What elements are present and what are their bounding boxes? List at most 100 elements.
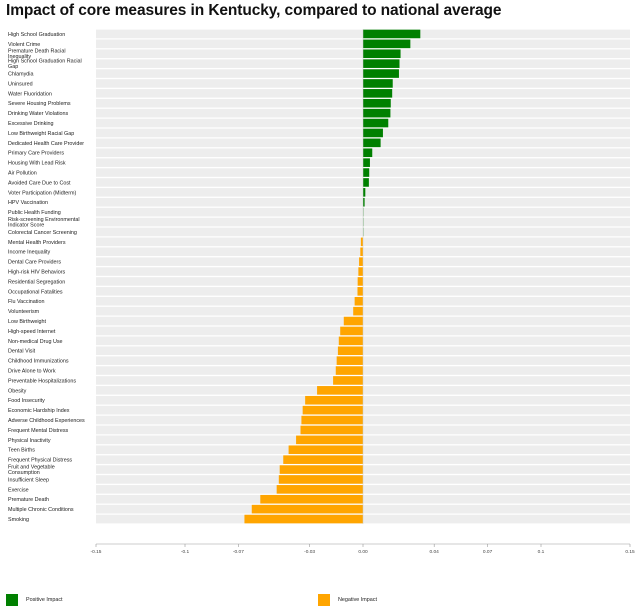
category-label: Low Birthweight [8,319,47,325]
category-label: Low Birthweight Racial Gap [8,131,74,137]
bar [251,504,363,514]
category-label: Drive Alone to Work [8,368,56,374]
category-label: Drinking Water Violations [8,111,69,117]
bar [363,49,401,59]
bar [363,128,383,138]
bar [338,336,363,346]
category-label-line: Premature Death Racial [8,49,66,55]
category-label: Childhood Immunizations [8,359,69,365]
category-label: Housing With Lead Risk [8,161,66,167]
category-label: Mental Health Providers [8,240,66,246]
category-label-line: Consumption [8,470,40,476]
category-label: Premature Death Racial Inequality [8,49,66,61]
bar [335,366,363,375]
bar [363,39,411,49]
bar [300,425,363,435]
bar [296,435,363,445]
legend-swatch-positive [6,594,18,606]
category-label: Colorectal Cancer Screening [8,230,77,236]
category-label-line: Indicator Score [8,222,44,228]
bar [337,346,363,356]
category-label: Food Insecurity [8,398,45,404]
legend-swatch-negative [318,594,330,606]
bar [363,197,365,207]
category-label: Voter Participation (Midterm) [8,190,77,196]
category-label: Premature Death [8,497,49,503]
bar [343,316,363,326]
category-label-line: Gap [8,64,18,70]
category-label: Income Inequality [8,250,51,256]
category-label: Exercise [8,487,29,493]
bar [363,79,393,88]
bar [301,415,363,425]
category-label: High-risk HIV Behaviors [8,269,66,275]
category-label: Severe Housing Problems [8,101,71,107]
bar [260,494,363,504]
bar [363,89,393,98]
category-label: Violent Crime [8,42,40,48]
bar [336,356,363,365]
x-tick-label: 0.04 [430,549,440,555]
bar [359,257,363,266]
legend-negative: Negative Impact [318,594,377,606]
bar [363,98,391,108]
category-label: Insufficient Sleep [8,477,49,483]
category-label: Avoided Care Due to Cost [8,180,71,186]
bar [288,445,363,455]
category-label: Dedicated Health Care Provider [8,141,84,147]
bar [357,287,363,296]
bar [302,405,363,415]
category-label: High School Graduation [8,32,65,38]
bar [363,158,370,167]
category-label: Dental Care Providers [8,260,61,266]
category-label: Chlamydia [8,71,33,77]
category-label: Air Pollution [8,170,37,176]
bar [357,277,363,286]
legend-positive: Positive Impact [6,594,63,606]
bar [363,168,370,177]
category-label: Fruit and Vegetable Consumption [8,464,55,476]
bar [363,69,399,78]
bar [317,386,363,395]
category-label: Frequent Mental Distress [8,428,69,434]
bar [363,178,369,187]
category-label-line: Inequality [8,54,31,60]
bar [340,326,363,336]
category-label: Volunteerism [8,309,40,315]
bar [283,455,363,464]
bar [363,148,373,158]
bar [363,59,400,68]
category-label: Public Health Funding [8,210,61,216]
bar [363,138,381,148]
category-label: Smoking [8,517,29,523]
category-label: Physical Inactivity [8,438,51,444]
bar [278,475,363,484]
bar [358,267,363,276]
x-tick-label: -0.1 [181,549,190,555]
bar [360,247,363,257]
category-label-line: Fruit and Vegetable [8,464,55,470]
category-label: Dental Visit [8,349,36,355]
category-label: Excessive Drinking [8,121,54,127]
bar [305,395,363,405]
category-label: Flu Vaccination [8,299,44,305]
chart-title: Impact of core measures in Kentucky, com… [6,2,502,19]
category-label: Multiple Chronic Conditions [8,507,74,513]
category-label: Occupational Fatalities [8,289,63,295]
category-label: Non-medical Drug Use [8,339,63,345]
bar [244,514,363,524]
bar [363,29,421,39]
bar [363,108,391,118]
bar [276,485,363,494]
category-label: HPV Vaccination [8,200,48,206]
category-label: Uninsured [8,81,33,87]
bar [360,237,363,247]
category-label: Adverse Childhood Experiences [8,418,85,424]
x-tick-label: 0.15 [625,549,635,555]
bar [363,118,389,128]
x-tick-label: -0.03 [304,549,315,555]
category-label: Teen Births [8,448,35,454]
x-tick-label: -0.15 [91,549,102,555]
category-label: Obesity [8,388,27,394]
